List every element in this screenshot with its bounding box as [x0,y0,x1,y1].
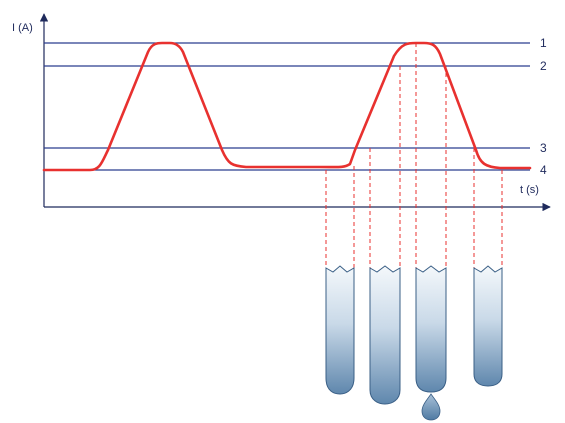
y-axis-label: I (A) [12,22,33,34]
level-label-4: 4 [540,163,547,177]
current-curve [42,41,532,172]
level-label-1: 1 [540,36,547,50]
x-axis-label: t (s) [520,184,539,196]
level-label-2: 2 [540,59,547,73]
tube-2 [369,265,401,405]
tube-1 [325,265,355,395]
drop [421,393,441,421]
tube-4 [473,265,503,387]
tube-3 [415,265,447,393]
guide-lines [325,43,503,268]
level-label-3: 3 [540,141,547,155]
